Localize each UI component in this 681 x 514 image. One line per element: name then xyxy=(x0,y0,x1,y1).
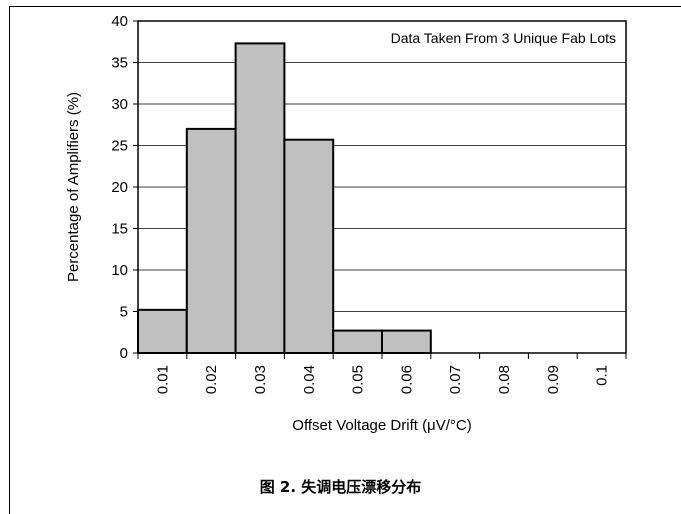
x-tick-label: 0.01 xyxy=(154,365,171,394)
y-tick-label: 35 xyxy=(111,55,128,72)
y-tick-label: 5 xyxy=(120,304,128,321)
histogram-bar xyxy=(381,329,432,354)
histogram-bar xyxy=(185,127,237,354)
chart-annotation: Data Taken From 3 Unique Fab Lots xyxy=(391,30,616,46)
figure-frame-left xyxy=(9,6,10,514)
x-tick-label: 0.03 xyxy=(252,365,269,394)
histogram-bar xyxy=(332,329,384,354)
figure-caption: 图 2. 失调电压漂移分布 xyxy=(259,478,422,496)
x-axis-ticks: 0.01 0.02 0.03 0.04 0.05 0.06 0.07 0.08 0.09 0.1 xyxy=(137,353,627,394)
y-tick-label: 20 xyxy=(111,179,128,196)
y-axis-ticks: 0 5 10 15 20 25 30 35 40 xyxy=(111,13,138,362)
y-tick-label: 30 xyxy=(111,96,128,113)
y-tick-label: 25 xyxy=(111,138,128,155)
figure-frame-top xyxy=(9,6,681,7)
histogram-bar xyxy=(283,138,335,354)
x-tick-label: 0.02 xyxy=(203,365,220,394)
y-tick-label: 40 xyxy=(111,13,128,30)
x-tick-label: 0.06 xyxy=(398,365,415,394)
x-tick-label: 0.05 xyxy=(350,365,367,394)
gridlines xyxy=(138,62,626,312)
histogram-bar xyxy=(137,308,188,354)
x-axis-label: Offset Voltage Drift (μV/°C) xyxy=(292,417,471,434)
x-tick-label: 0.08 xyxy=(496,365,513,394)
y-axis-label: Percentage of Amplifiers (%) xyxy=(65,92,82,282)
bars xyxy=(137,42,432,354)
x-tick-label: 0.07 xyxy=(447,365,464,394)
y-tick-label: 0 xyxy=(120,345,128,362)
histogram-bar xyxy=(234,42,286,354)
y-tick-label: 10 xyxy=(111,262,128,279)
y-tick-label: 15 xyxy=(111,221,128,238)
x-tick-label: 0.09 xyxy=(545,365,562,394)
x-tick-label: 0.04 xyxy=(301,365,318,394)
x-tick-label: 0.1 xyxy=(594,365,611,386)
